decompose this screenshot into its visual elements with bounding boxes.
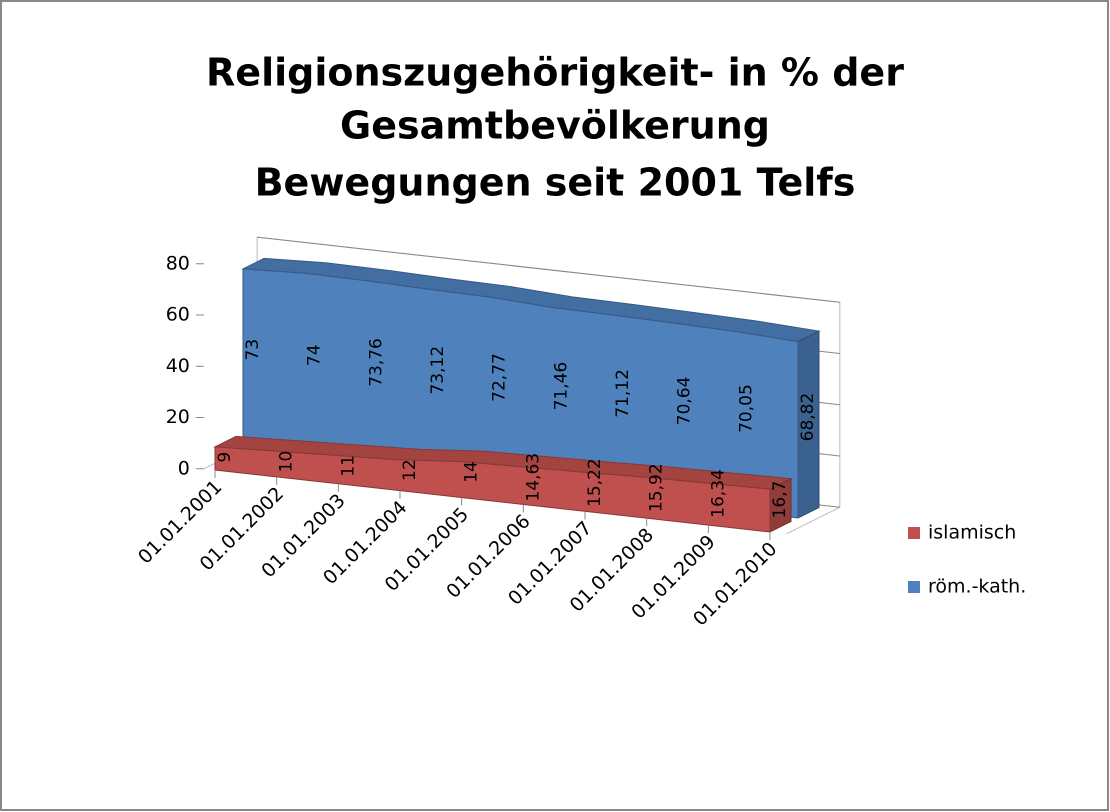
data-label: 15,22 xyxy=(585,458,605,507)
data-label: 16,34 xyxy=(708,469,728,518)
data-label: 68,82 xyxy=(798,393,818,442)
y-tick-label: 60 xyxy=(166,304,190,326)
data-label: 72,77 xyxy=(490,353,510,402)
y-tick-label: 80 xyxy=(166,252,190,274)
data-label: 71,46 xyxy=(551,362,571,411)
chart-title: Bewegungen seit 2001 Telfs xyxy=(255,161,856,205)
y-tick-label: 40 xyxy=(166,355,190,377)
data-label: 15,92 xyxy=(647,463,667,512)
data-label: 73,76 xyxy=(366,338,386,387)
y-tick-label: 20 xyxy=(166,406,190,428)
data-label: 12 xyxy=(400,459,420,481)
legend-swatch xyxy=(908,527,920,539)
data-label: 70,64 xyxy=(675,377,695,426)
legend-label: islamisch xyxy=(928,522,1016,544)
data-label: 71,12 xyxy=(613,369,633,418)
data-label: 11 xyxy=(338,455,358,477)
data-label: 16,7 xyxy=(770,481,790,519)
data-label: 73,12 xyxy=(428,346,448,395)
data-label: 70,05 xyxy=(736,384,756,433)
chart-title: Religionszugehörigkeit- in % der xyxy=(206,51,904,95)
data-label: 74 xyxy=(305,344,325,366)
data-label: 14 xyxy=(462,461,482,483)
grid-line xyxy=(257,236,840,303)
data-label: 10 xyxy=(277,451,297,473)
legend-swatch xyxy=(908,581,920,593)
data-label: 73 xyxy=(243,339,263,361)
y-tick-label: 0 xyxy=(178,457,190,479)
data-label: 9 xyxy=(215,452,235,463)
legend-label: röm.-kath. xyxy=(928,576,1026,598)
data-label: 14,63 xyxy=(523,453,543,502)
chart-title: Gesamtbevölkerung xyxy=(340,104,770,148)
